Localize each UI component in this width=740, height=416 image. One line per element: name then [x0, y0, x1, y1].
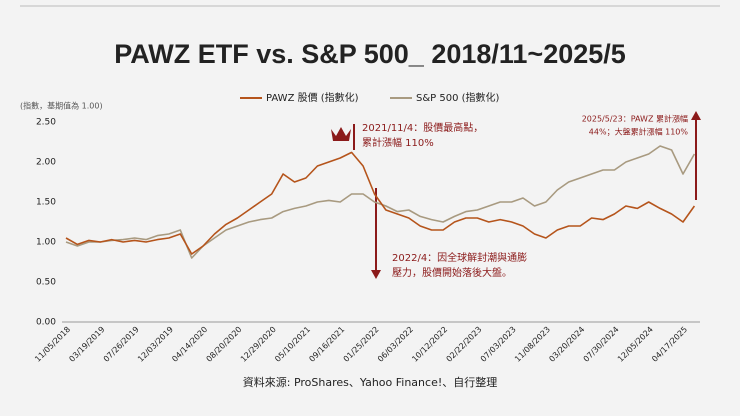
annotation: 壓力，股價開始落後大盤。 — [392, 266, 512, 279]
source: 資料來源: ProShares、Yahoo Finance!、自行整理 — [243, 375, 498, 389]
y-tick-label: 1.50 — [36, 198, 56, 208]
y-tick-label: 0.00 — [36, 318, 56, 328]
annotation: 累計漲幅 110% — [362, 136, 434, 149]
y-tick-label: 0.50 — [36, 278, 56, 288]
up-arrow-head — [691, 111, 701, 120]
series-line — [65, 145, 696, 259]
chart-title: PAWZ ETF vs. S&P 500_ 2018/11~2025/5 — [114, 39, 626, 69]
annotation: 2025/5/23：PAWZ 累計漲幅 — [582, 114, 688, 124]
legend-label: S&P 500 (指數化) — [416, 91, 500, 104]
down-arrow-head — [371, 270, 381, 279]
y-tick-label: 2.00 — [36, 158, 56, 168]
crown-icon — [331, 127, 351, 141]
y-axis-label: (指數，基期值為 1.00) — [20, 101, 103, 111]
y-tick-label: 2.50 — [36, 118, 56, 128]
legend-label: PAWZ 股價 (指數化) — [266, 91, 359, 104]
annotation: 44%；大盤累計漲幅 110% — [589, 127, 689, 137]
series-line — [65, 151, 696, 255]
annotation: 2021/11/4：股價最高點， — [362, 121, 483, 134]
annotation: 2022/4：因全球解封潮與通膨 — [392, 251, 527, 264]
y-tick-label: 1.00 — [36, 238, 56, 248]
